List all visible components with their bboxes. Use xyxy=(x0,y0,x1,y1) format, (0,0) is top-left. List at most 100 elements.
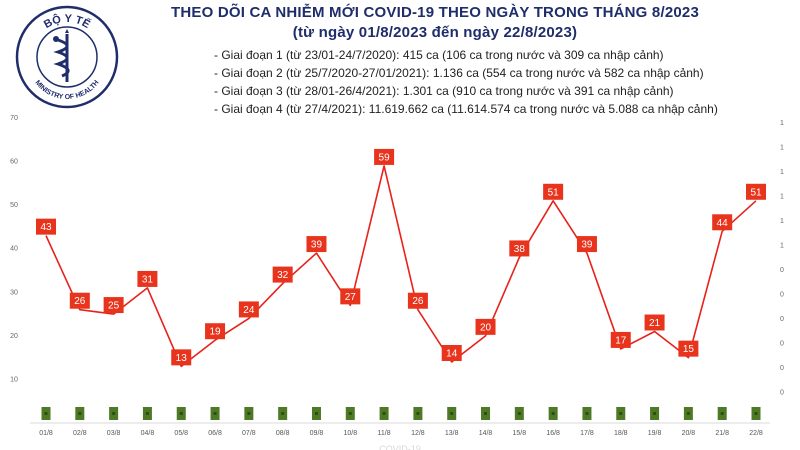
bar-marker-dot xyxy=(551,412,555,415)
bar-marker-dot xyxy=(145,412,149,415)
bar-marker-dot xyxy=(247,412,251,415)
bar-marker-dot xyxy=(484,412,488,415)
right-axis-tick-label: 1 xyxy=(780,218,784,225)
right-axis-tick-label: 0 xyxy=(780,292,784,299)
bar-marker-dot xyxy=(720,412,724,415)
bar-marker-dot xyxy=(619,412,623,415)
data-label-bg xyxy=(69,292,90,309)
data-label-bg xyxy=(712,214,733,231)
right-axis-tick-label: 1 xyxy=(780,120,784,127)
x-tick-label: 09/8 xyxy=(310,430,324,437)
data-label-bg xyxy=(137,270,158,287)
x-tick-label: 14/8 xyxy=(479,430,493,437)
series-line xyxy=(45,165,757,368)
right-axis-tick-label: 1 xyxy=(780,145,784,152)
bar-marker-dot xyxy=(314,412,318,415)
phase-item: - Giai đoạn 3 (từ 28/01-26/4/2021): 1.30… xyxy=(214,84,674,98)
x-tick-label: 11/8 xyxy=(378,430,391,437)
y-tick-label: 60 xyxy=(10,159,18,166)
x-tick-label: 22/8 xyxy=(749,430,763,437)
x-tick-label: 01/8 xyxy=(39,430,53,437)
logo-top-text: BỘ Y TẾ xyxy=(42,12,92,31)
ministry-of-health-logo: BỘ Y TẾ MINISTRY OF HEALTH xyxy=(15,5,119,109)
x-tick-label: 02/8 xyxy=(73,430,87,437)
data-label-bg xyxy=(205,323,226,340)
data-label: 14 xyxy=(446,349,458,360)
right-axis-tick-label: 0 xyxy=(780,390,784,397)
footer-text: ... COVID-19 ... xyxy=(369,444,431,450)
x-tick-label: 12/8 xyxy=(411,430,425,437)
data-label: 59 xyxy=(379,152,391,163)
data-label: 51 xyxy=(750,187,762,198)
bar-marker-dot xyxy=(348,412,352,415)
data-label: 13 xyxy=(176,353,188,364)
y-tick-label: 20 xyxy=(10,333,18,340)
x-tick-label: 10/8 xyxy=(343,430,357,437)
bar-marker-dot xyxy=(416,412,420,415)
data-label-bg xyxy=(171,349,192,366)
data-label-bg xyxy=(441,345,462,361)
data-label: 21 xyxy=(649,318,661,329)
x-tick-label: 06/8 xyxy=(208,430,222,437)
x-tick-label: 08/8 xyxy=(276,430,290,437)
data-label: 19 xyxy=(209,327,221,338)
bar-marker-dot xyxy=(653,412,657,415)
chart-subtitle: (từ ngày 01/8/2023 đến ngày 22/8/2023) xyxy=(292,24,578,41)
data-label: 17 xyxy=(615,335,627,346)
data-label: 32 xyxy=(277,270,289,281)
right-axis-tick-label: 0 xyxy=(780,341,784,348)
right-axis-tick-label: 0 xyxy=(780,267,784,274)
data-label: 15 xyxy=(683,344,695,355)
x-tick-label: 15/8 xyxy=(513,430,527,437)
right-axis-tick-label: 0 xyxy=(780,365,784,372)
x-tick-label: 13/8 xyxy=(445,430,459,437)
phase-item: - Giai đoạn 2 (từ 25/7/2020-27/01/2021):… xyxy=(214,66,704,80)
data-label: 39 xyxy=(581,240,593,251)
phase-item: - Giai đoạn 1 (từ 23/01-24/7/2020): 415 … xyxy=(214,48,664,62)
y-tick-label: 50 xyxy=(10,202,18,209)
right-axis-tick-label: 1 xyxy=(780,194,784,201)
data-label-bg xyxy=(576,236,597,253)
data-label: 25 xyxy=(108,301,120,312)
x-tick-label: 16/8 xyxy=(546,430,560,437)
bar-marker-dot xyxy=(517,412,521,415)
data-label-bg xyxy=(746,183,766,200)
x-tick-label: 05/8 xyxy=(174,430,188,437)
data-label: 31 xyxy=(142,274,154,285)
data-label-bg xyxy=(509,240,530,257)
data-label-bg xyxy=(475,318,496,335)
data-label: 24 xyxy=(243,305,255,316)
data-label-bg xyxy=(610,331,631,348)
chart-title: THEO DÕI CA NHIỄM MỚI COVID-19 THEO NGÀY… xyxy=(171,4,699,21)
data-label-bg xyxy=(36,218,56,235)
bar-marker-dot xyxy=(179,412,183,415)
y-tick-label: 70 xyxy=(10,115,18,122)
bar-marker-dot xyxy=(585,412,589,415)
x-tick-label: 20/8 xyxy=(682,430,696,437)
data-label: 27 xyxy=(345,292,357,303)
y-tick-label: 40 xyxy=(10,246,18,253)
bar-marker-dot xyxy=(450,412,454,415)
bar-marker-dot xyxy=(213,412,217,415)
data-label: 26 xyxy=(74,296,86,307)
right-axis-tick-label: 1 xyxy=(780,243,784,250)
data-label: 44 xyxy=(717,218,729,229)
data-label-bg xyxy=(644,314,665,331)
x-tick-label: 03/8 xyxy=(107,430,121,437)
data-label: 26 xyxy=(412,296,424,307)
data-label-bg xyxy=(678,340,699,357)
data-label-bg xyxy=(543,183,564,200)
x-tick-label: 18/8 xyxy=(614,430,628,437)
data-label: 39 xyxy=(311,240,323,251)
x-tick-label: 04/8 xyxy=(141,430,155,437)
bar-marker-dot xyxy=(686,412,690,415)
bar-marker-dot xyxy=(78,412,82,415)
data-label-bg xyxy=(407,292,428,309)
bar-marker-dot xyxy=(754,412,758,415)
right-axis-tick-label: 0 xyxy=(780,316,784,323)
bar-marker-dot xyxy=(44,412,48,415)
x-tick-label: 19/8 xyxy=(648,430,662,437)
data-label-bg xyxy=(238,301,259,318)
bar-marker-dot xyxy=(281,412,285,415)
